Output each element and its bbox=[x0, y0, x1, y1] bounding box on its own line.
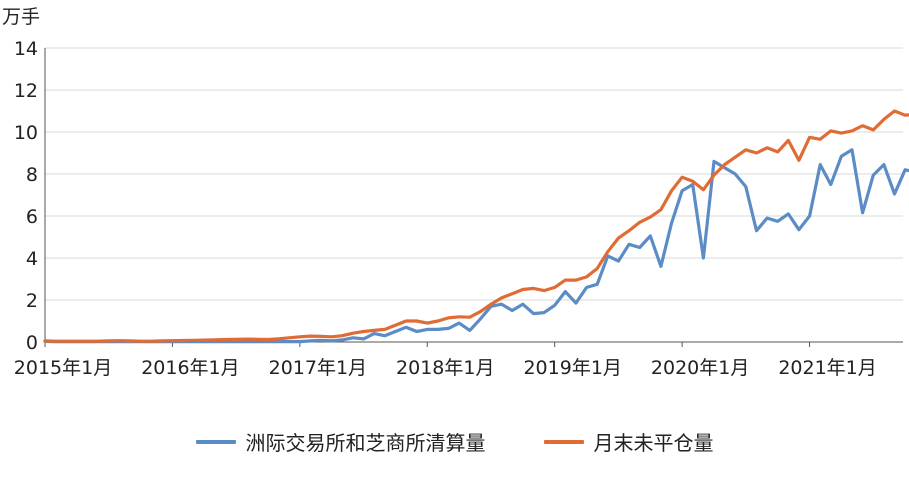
x-tick-label: 2016年1月 bbox=[141, 357, 239, 379]
y-tick-label: 2 bbox=[26, 290, 38, 312]
series-line-1 bbox=[43, 109, 909, 343]
legend: 洲际交易所和芝商所清算量 月末未平仓量 bbox=[0, 427, 909, 456]
legend-item-clearing-volume: 洲际交易所和芝商所清算量 bbox=[195, 427, 486, 456]
x-tick-label: 2021年1月 bbox=[778, 357, 876, 379]
x-tick-label: 2020年1月 bbox=[651, 357, 749, 379]
x-tick-label: 2019年1月 bbox=[523, 357, 621, 379]
x-tick-label: 2015年1月 bbox=[14, 357, 112, 379]
x-axis: 2015年1月 2016年1月 2017年1月 2018年1月 2019年1月 2020年… bbox=[14, 48, 903, 379]
legend-label-clearing-volume: 洲际交易所和芝商所清算量 bbox=[245, 431, 486, 455]
y-tick-label: 12 bbox=[14, 80, 38, 102]
grid-lines bbox=[45, 47, 903, 301]
y-axis-unit-label: 万手 bbox=[2, 6, 40, 28]
y-tick-labels: 0 2 4 6 8 10 12 14 bbox=[14, 38, 38, 354]
y-tick-label: 0 bbox=[26, 332, 38, 354]
y-tick-label: 14 bbox=[14, 38, 38, 60]
legend-swatch-clearing-volume bbox=[195, 439, 236, 444]
legend-swatch-open-interest bbox=[543, 439, 584, 444]
y-tick-label: 10 bbox=[14, 122, 38, 144]
y-tick-label: 8 bbox=[26, 164, 38, 186]
x-tick-label: 2018年1月 bbox=[396, 357, 494, 379]
legend-item-open-interest: 月末未平仓量 bbox=[543, 427, 714, 456]
legend-label-open-interest: 月末未平仓量 bbox=[593, 431, 714, 455]
y-tick-label: 6 bbox=[26, 206, 38, 228]
series-lines bbox=[43, 109, 909, 344]
y-tick-label: 4 bbox=[26, 248, 38, 270]
x-tick-label: 2017年1月 bbox=[269, 357, 367, 379]
